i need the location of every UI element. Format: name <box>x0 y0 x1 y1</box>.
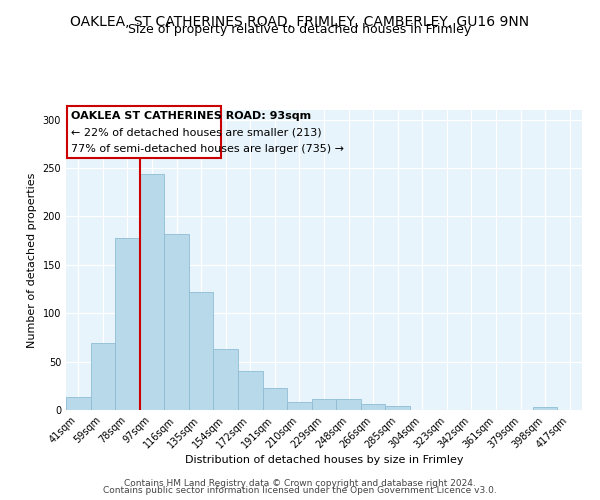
Text: Size of property relative to detached houses in Frimley: Size of property relative to detached ho… <box>128 22 472 36</box>
Bar <box>336 400 361 410</box>
Text: Contains HM Land Registry data © Crown copyright and database right 2024.: Contains HM Land Registry data © Crown c… <box>124 478 476 488</box>
FancyBboxPatch shape <box>67 106 221 158</box>
X-axis label: Distribution of detached houses by size in Frimley: Distribution of detached houses by size … <box>185 456 463 466</box>
Bar <box>361 404 385 410</box>
Text: Contains public sector information licensed under the Open Government Licence v3: Contains public sector information licen… <box>103 486 497 495</box>
Bar <box>312 400 336 410</box>
Bar <box>263 388 287 410</box>
Bar <box>214 349 238 410</box>
Bar <box>385 406 410 410</box>
Text: OAKLEA, ST CATHERINES ROAD, FRIMLEY, CAMBERLEY, GU16 9NN: OAKLEA, ST CATHERINES ROAD, FRIMLEY, CAM… <box>70 15 530 29</box>
Bar <box>66 398 91 410</box>
Bar <box>533 407 557 410</box>
Bar <box>238 372 263 410</box>
Y-axis label: Number of detached properties: Number of detached properties <box>27 172 37 348</box>
Text: ← 22% of detached houses are smaller (213): ← 22% of detached houses are smaller (21… <box>71 128 322 138</box>
Text: OAKLEA ST CATHERINES ROAD: 93sqm: OAKLEA ST CATHERINES ROAD: 93sqm <box>71 111 311 121</box>
Bar <box>140 174 164 410</box>
Text: 77% of semi-detached houses are larger (735) →: 77% of semi-detached houses are larger (… <box>71 144 344 154</box>
Bar <box>115 238 140 410</box>
Bar <box>189 292 214 410</box>
Bar <box>164 234 189 410</box>
Bar <box>287 402 312 410</box>
Bar <box>91 343 115 410</box>
